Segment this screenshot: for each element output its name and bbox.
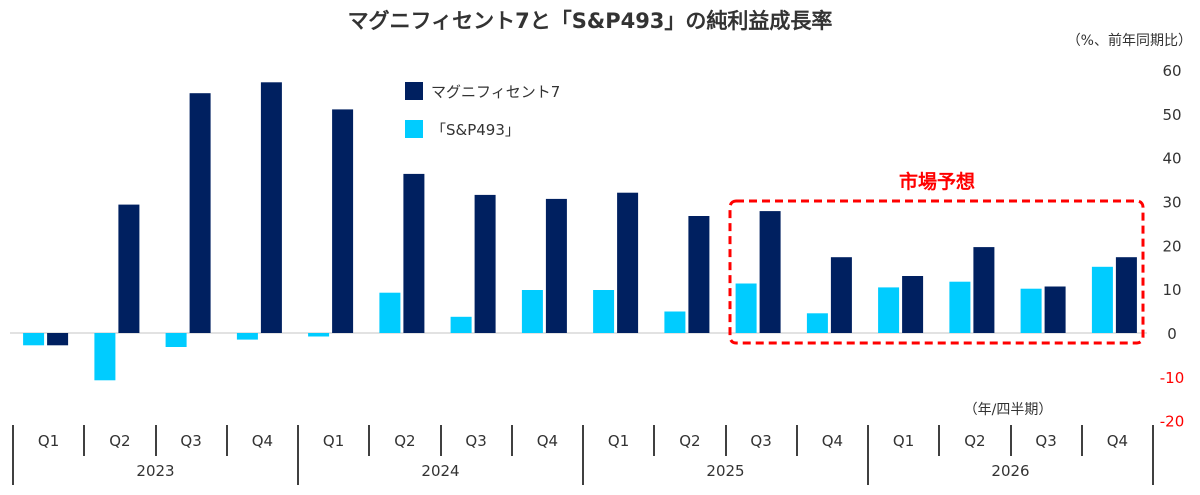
- bar-sp493-6: [450, 316, 472, 333]
- bar-sp493-0: [23, 333, 45, 346]
- x-axis: Q1 Q2 Q3 Q4 Q1 Q2 Q3 Q4 Q1 Q2 Q3 Q4 Q1 Q2 Q3 Q4 2023 2024…: [12, 425, 1154, 485]
- x-tick-label-quarter: Q2: [109, 432, 130, 450]
- bar-sp493-5: [379, 292, 401, 333]
- y-tick-label: 40: [1162, 150, 1181, 168]
- y-axis-unit-label: （%、前年同期比）: [1067, 32, 1192, 49]
- y-axis-ticks: -20 -10 0 10 20 30 40 50 60: [1160, 62, 1185, 431]
- bar-sp493-10: [735, 283, 757, 333]
- bar-sp493-15: [1091, 266, 1113, 333]
- bar-mag7-5: [403, 173, 425, 333]
- x-tick-label-quarter: Q3: [1035, 432, 1056, 450]
- legend-label-mag7: マグニフィセント7: [431, 83, 560, 101]
- bar-mag7-11: [830, 257, 852, 333]
- x-tick-label-quarter: Q2: [964, 432, 985, 450]
- x-tick-label-quarter: Q2: [679, 432, 700, 450]
- x-tick-label-quarter: Q3: [465, 432, 486, 450]
- bar-sp493-4: [308, 333, 330, 337]
- bar-sp493-8: [593, 290, 615, 333]
- x-tick-label-quarter: Q1: [38, 432, 59, 450]
- x-tick-label-year: 2025: [706, 462, 744, 480]
- x-tick-label-quarter: Q4: [252, 432, 273, 450]
- bar-mag7-3: [260, 82, 282, 333]
- bar-sp493-13: [949, 281, 971, 333]
- bar-sp493-3: [236, 333, 258, 340]
- bar-mag7-10: [759, 211, 781, 333]
- y-tick-label: -10: [1160, 369, 1185, 387]
- forecast-box: [728, 199, 1145, 345]
- bar-mag7-7: [545, 198, 567, 333]
- bar-mag7-8: [617, 192, 639, 333]
- y-tick-label: -20: [1160, 413, 1185, 431]
- y-tick-label: 10: [1162, 281, 1181, 299]
- bar-sp493-14: [1020, 288, 1042, 333]
- x-tick-label-year: 2026: [991, 462, 1029, 480]
- legend-swatch-sp493: [405, 120, 423, 138]
- forecast-label: 市場予想: [899, 170, 975, 193]
- bar-mag7-14: [1044, 286, 1066, 333]
- bar-mag7-6: [474, 194, 496, 333]
- bar-sp493-7: [521, 290, 543, 333]
- bar-mag7-9: [688, 216, 710, 333]
- bar-sp493-1: [94, 333, 116, 381]
- bar-sp493-12: [878, 287, 900, 333]
- y-tick-label: 60: [1162, 62, 1181, 80]
- bar-sp493-9: [664, 311, 686, 333]
- bar-mag7-12: [902, 276, 924, 333]
- legend-label-sp493: 「S&P493」: [431, 121, 520, 139]
- x-tick-label-year: 2024: [421, 462, 459, 480]
- chart-title: マグニフィセント7と「S&P493」の純利益成長率: [348, 9, 833, 33]
- bar-mag7-4: [332, 109, 354, 334]
- y-tick-label: 50: [1162, 106, 1181, 124]
- x-tick-label-quarter: Q4: [822, 432, 843, 450]
- legend: マグニフィセント7 「S&P493」: [405, 82, 560, 139]
- bar-mag7-1: [118, 204, 140, 333]
- y-tick-label: 0: [1167, 325, 1177, 343]
- bar-mag7-0: [47, 333, 69, 346]
- bars-group: [23, 82, 1137, 381]
- x-tick-label-quarter: Q4: [1107, 432, 1128, 450]
- bar-mag7-13: [973, 247, 995, 333]
- bar-mag7-15: [1115, 257, 1137, 333]
- bar-mag7-2: [189, 93, 211, 333]
- bar-sp493-2: [165, 333, 187, 347]
- x-tick-label-quarter: Q3: [750, 432, 771, 450]
- x-tick-label-quarter: Q3: [180, 432, 201, 450]
- x-tick-label-quarter: Q2: [394, 432, 415, 450]
- x-tick-label-quarter: Q4: [537, 432, 558, 450]
- y-tick-label: 30: [1162, 194, 1181, 212]
- y-tick-label: 20: [1162, 237, 1181, 255]
- legend-swatch-mag7: [405, 82, 423, 100]
- x-tick-label-year: 2023: [136, 462, 174, 480]
- x-tick-label-quarter: Q1: [608, 432, 629, 450]
- x-tick-label-quarter: Q1: [893, 432, 914, 450]
- bar-sp493-11: [806, 313, 828, 333]
- x-tick-label-quarter: Q1: [323, 432, 344, 450]
- x-axis-unit-label: （年/四半期）: [964, 402, 1053, 418]
